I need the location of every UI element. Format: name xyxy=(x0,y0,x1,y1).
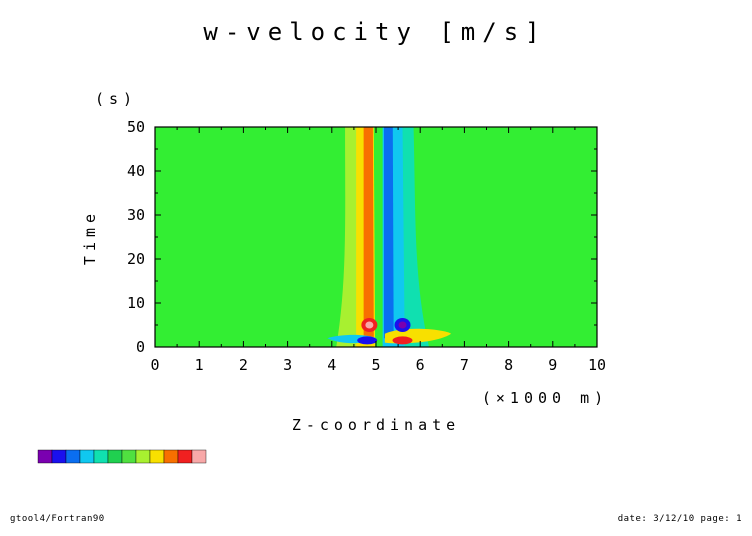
color-scale-swatch xyxy=(107,449,123,464)
x-tick-label: 10 xyxy=(588,356,606,374)
x-tick-label: 9 xyxy=(548,356,557,374)
color-scale-swatch xyxy=(177,449,193,464)
x-tick-label: 3 xyxy=(283,356,292,374)
color-scale-swatch xyxy=(37,449,53,464)
color-scale-swatch xyxy=(65,449,81,464)
x-tick-label: 8 xyxy=(504,356,513,374)
x-axis-unit: (×1000 m) xyxy=(482,389,608,407)
footer-program: gtool4/Fortran90 xyxy=(10,514,105,524)
plot-axes: 0 1 2 3 4 5 6 7 8 9 10 0 10 20 30 40 50 xyxy=(127,118,606,374)
color-scale-swatch xyxy=(79,449,95,464)
y-axis-unit: (s) xyxy=(95,90,137,108)
x-tick-label: 7 xyxy=(460,356,469,374)
contour-field xyxy=(155,127,597,347)
strong-positive-column xyxy=(363,127,374,339)
x-tick-label: 5 xyxy=(371,356,380,374)
surface-negative-peak xyxy=(357,336,378,345)
chart-title: w-velocity [m/s] xyxy=(203,18,546,46)
color-scale-swatch xyxy=(135,449,151,464)
x-tick-label: 0 xyxy=(150,356,159,374)
y-tick-label: 0 xyxy=(136,338,145,356)
y-tick-label: 40 xyxy=(127,162,145,180)
color-scale-bar xyxy=(37,449,207,464)
color-scale-swatch xyxy=(51,449,67,464)
color-scale-swatch xyxy=(149,449,165,464)
strong-negative-column xyxy=(383,127,394,339)
color-scale-swatch xyxy=(121,449,137,464)
x-axis-label: Z-coordinate xyxy=(292,416,460,434)
y-tick-label: 10 xyxy=(127,294,145,312)
footer-date-page: date: 3/12/10 page: 1 xyxy=(617,514,742,524)
y-axis-label: Time xyxy=(81,209,99,265)
peak-positive-core xyxy=(365,321,374,329)
color-scale-swatch xyxy=(93,449,109,464)
color-scale-swatch xyxy=(163,449,179,464)
x-tick-label: 1 xyxy=(195,356,204,374)
y-tick-label: 20 xyxy=(127,250,145,268)
color-scale-swatch xyxy=(191,449,207,464)
y-tick-label: 50 xyxy=(127,118,145,136)
surface-positive-peak xyxy=(392,336,413,345)
y-tick-label: 30 xyxy=(127,206,145,224)
x-tick-label: 2 xyxy=(239,356,248,374)
x-tick-label: 6 xyxy=(416,356,425,374)
peak-negative-core xyxy=(398,321,407,329)
field-background xyxy=(155,127,597,347)
x-tick-label: 4 xyxy=(327,356,336,374)
